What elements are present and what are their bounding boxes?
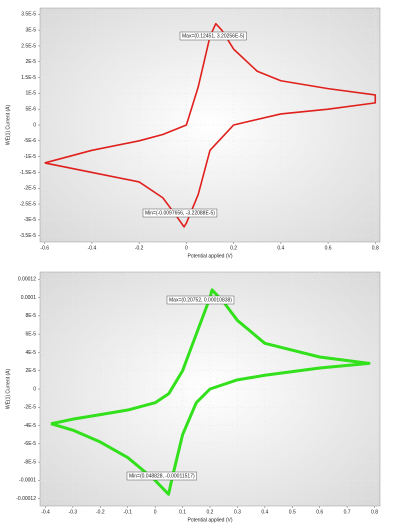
- x-tick-label: 0.3: [234, 509, 241, 515]
- x-tick-label: 0.7: [344, 509, 351, 515]
- x-tick-label: 0.5: [289, 509, 296, 515]
- y-tick-label: -5E-6: [24, 138, 36, 144]
- y-tick-label: 0.00012: [18, 277, 36, 283]
- y-tick-label: -8E-5: [24, 459, 36, 465]
- annotation-box: [142, 208, 218, 218]
- x-axis-label: Potential applied (V): [187, 253, 232, 259]
- y-tick-label: 3.5E-5: [21, 12, 36, 18]
- annotation: Min=(0.048828, -0.00011517): [129, 473, 195, 479]
- y-tick-label: -2E-5: [24, 186, 36, 192]
- x-tick-label: -0.4: [88, 245, 97, 251]
- y-tick-label: 0: [33, 386, 36, 392]
- y-tick-label: 8E-5: [25, 313, 36, 319]
- y-tick-label: -4E-5: [24, 423, 36, 429]
- y-axis-label: WE(1).Current (A): [5, 105, 11, 146]
- annotation-box: [166, 295, 235, 305]
- x-axis-label: Potential applied (V): [187, 517, 232, 523]
- cv-curve: [50, 288, 371, 496]
- x-tick-label: 0.8: [372, 245, 379, 251]
- x-tick-label: -0.4: [41, 509, 50, 515]
- y-tick-label: -6E-5: [24, 441, 36, 447]
- x-tick-label: 0.2: [207, 509, 214, 515]
- x-tick-label: 0: [154, 509, 157, 515]
- y-tick-label: -3.5E-5: [20, 233, 37, 239]
- annotation: Max=(0.12451, 3.20256E-5): [182, 33, 245, 39]
- annotation-box: [179, 31, 247, 41]
- y-tick-label: -1E-5: [24, 154, 36, 160]
- annotation: Min=(-0.0097656, -3.22088E-5): [145, 210, 215, 216]
- x-tick-label: 0.6: [325, 245, 332, 251]
- annotation-box: [126, 471, 197, 481]
- y-tick-label: -0.0001: [19, 478, 36, 484]
- y-tick-label: -0.00012: [16, 496, 36, 502]
- x-tick-label: -0.1: [123, 509, 132, 515]
- y-axis-label: WE(1).Current (A): [5, 369, 11, 410]
- x-tick-label: -0.3: [69, 509, 78, 515]
- y-tick-label: -2.5E-5: [20, 201, 37, 207]
- y-tick-label: 0: [33, 122, 36, 128]
- x-tick-label: -0.6: [40, 245, 49, 251]
- x-tick-label: 0.6: [316, 509, 323, 515]
- y-tick-label: 3E-5: [25, 27, 36, 33]
- x-tick-label: 0.8: [371, 509, 378, 515]
- y-tick-label: 1.5E-5: [21, 75, 36, 81]
- x-tick-label: 0.4: [277, 245, 284, 251]
- x-tick-label: -0.2: [135, 245, 144, 251]
- cv-curve: [44, 22, 377, 228]
- y-tick-label: 1E-5: [25, 91, 36, 97]
- x-tick-label: 0.1: [179, 509, 186, 515]
- y-tick-label: -2E-5: [24, 405, 36, 411]
- y-tick-label: -3E-5: [24, 217, 36, 223]
- x-tick-label: -0.2: [96, 509, 105, 515]
- y-tick-label: 2.5E-5: [21, 43, 36, 49]
- y-tick-label: 4E-5: [25, 350, 36, 356]
- x-tick-label: 0.4: [261, 509, 268, 515]
- y-tick-label: 5E-6: [25, 107, 36, 113]
- y-tick-label: 2E-5: [25, 59, 36, 65]
- x-tick-label: 0: [185, 245, 188, 251]
- y-tick-label: 0.0001: [21, 295, 37, 301]
- annotation: Max=(0.20752, 0.00010838): [169, 297, 232, 303]
- y-tick-label: -1.5E-5: [20, 170, 37, 176]
- y-tick-label: 2E-5: [25, 368, 36, 374]
- y-tick-label: 6E-5: [25, 331, 36, 337]
- x-tick-label: 0.2: [230, 245, 237, 251]
